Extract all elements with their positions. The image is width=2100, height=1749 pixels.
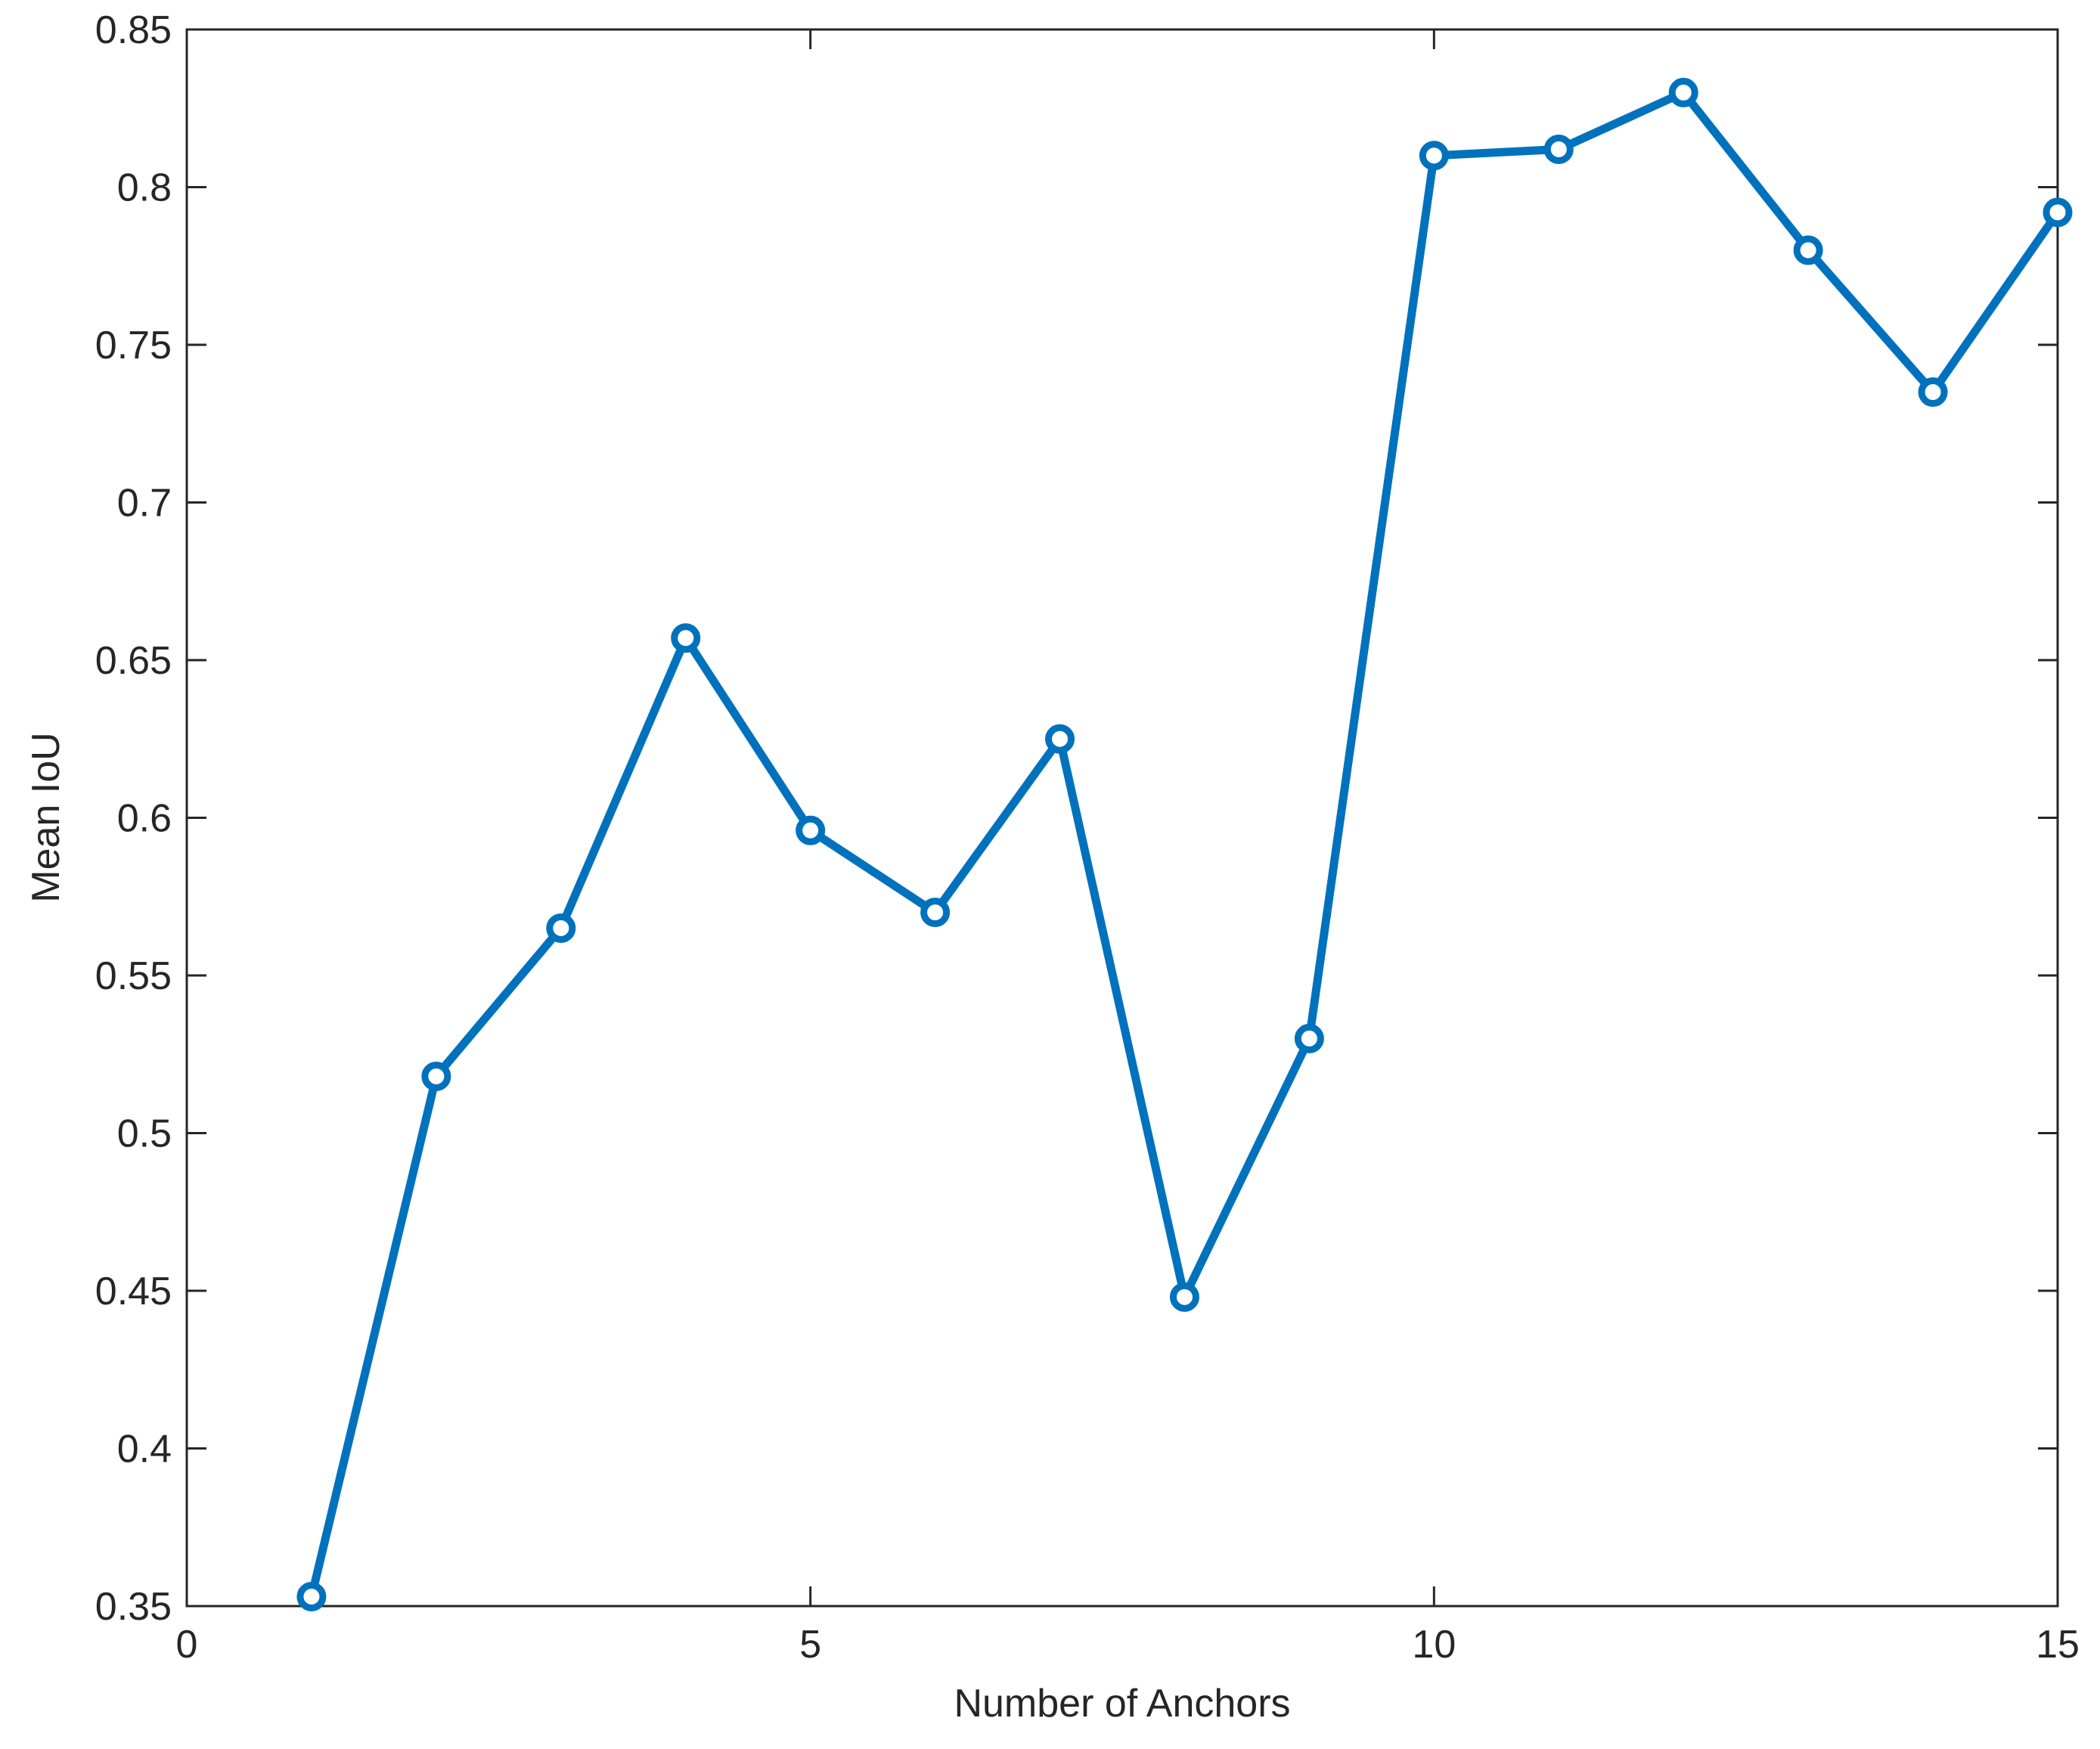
y-axis-label: Mean IoU [24, 732, 68, 902]
data-point [1294, 1023, 1324, 1053]
y-tick-label: 0.7 [117, 482, 172, 526]
data-point [796, 815, 826, 845]
data-point [421, 1061, 451, 1091]
y-tick-label: 0.8 [117, 166, 172, 210]
data-point [1045, 724, 1075, 754]
data-point [1793, 235, 1823, 265]
data-point [546, 913, 576, 943]
data-point [671, 623, 701, 653]
y-tick-label: 0.45 [95, 1270, 172, 1313]
data-point [1668, 77, 1698, 107]
x-tick-label: 0 [176, 1623, 198, 1667]
y-tick-label: 0.5 [117, 1112, 172, 1156]
y-tick-label: 0.6 [117, 797, 172, 841]
y-tick-label: 0.35 [95, 1585, 172, 1629]
y-tick-label: 0.4 [117, 1428, 172, 1471]
x-tick-label: 10 [1412, 1623, 1456, 1667]
y-tick-label: 0.55 [95, 954, 172, 998]
data-point [1419, 141, 1449, 171]
x-tick-label: 5 [799, 1623, 821, 1667]
data-point [296, 1581, 327, 1611]
data-point [920, 898, 951, 928]
y-tick-label: 0.85 [95, 8, 172, 52]
data-point [2043, 197, 2073, 228]
data-point [1543, 134, 1574, 164]
x-tick-label: 15 [2036, 1623, 2080, 1667]
plot-frame [185, 28, 2059, 1608]
x-axis-label: Number of Anchors [954, 1682, 1290, 1726]
y-tick-label: 0.75 [95, 324, 172, 367]
data-point [1169, 1282, 1199, 1312]
y-tick-label: 0.65 [95, 639, 172, 683]
series-line [307, 88, 2061, 1598]
data-point [1918, 377, 1948, 408]
